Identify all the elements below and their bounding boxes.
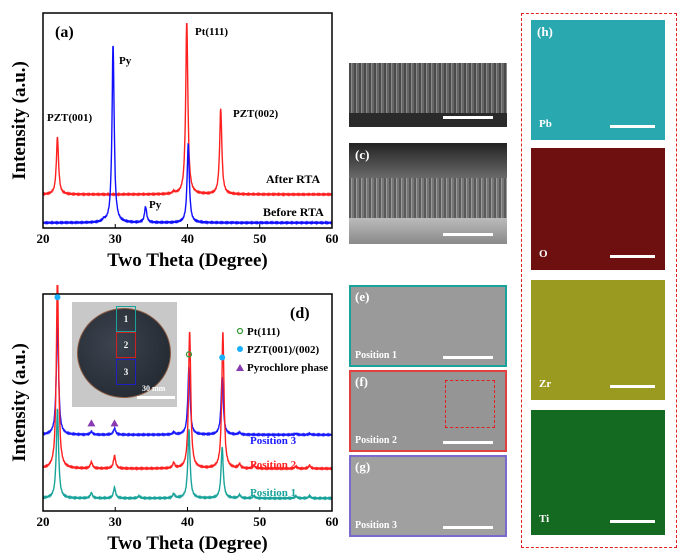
wafer — [77, 308, 171, 398]
x-tick-label: 60 — [326, 231, 339, 246]
sem-cross-section-c: (c) — [349, 143, 507, 244]
panel-label-c: (c) — [355, 147, 370, 162]
series-label-before-rta: Before RTA — [263, 205, 324, 219]
element-label: O — [539, 248, 548, 260]
element-label: Pb — [539, 118, 552, 130]
film-layer — [349, 63, 507, 113]
panel-label-d: (d) — [290, 305, 310, 322]
scale-bar — [443, 116, 493, 119]
panel-label-f: (f) — [355, 374, 368, 389]
pzt-marker — [54, 294, 61, 301]
x-tick-label: 40 — [181, 231, 194, 246]
series-label-after-rta: After RTA — [266, 172, 320, 186]
panel-label-g: (g) — [355, 459, 371, 474]
pyrochlore-marker — [87, 419, 96, 427]
element-label: Zr — [539, 378, 552, 390]
scale-label: 30 mm — [142, 384, 166, 393]
series-label: Position 2 — [250, 459, 297, 471]
region-1: 1 — [116, 306, 136, 332]
series-line-0 — [42, 22, 333, 197]
x-tick-label: 50 — [253, 514, 266, 529]
region-2: 2 — [116, 332, 136, 358]
scale-bar — [443, 526, 493, 529]
pyrochlore-marker — [110, 419, 119, 427]
legend-label: PZT(001)/(002) — [247, 344, 319, 356]
x-axis-label: Two Theta (Degree) — [107, 533, 267, 554]
series-line-2 — [42, 408, 333, 501]
x-tick-label: 20 — [37, 231, 50, 246]
peak-label-pt111: Pt(111) — [195, 26, 228, 38]
x-tick-label: 30 — [109, 231, 122, 246]
eds-region-box — [445, 380, 495, 428]
eds-map-o: O — [531, 148, 665, 270]
element-label: Ti — [539, 513, 550, 525]
series-line-1 — [42, 45, 333, 226]
scale-bar — [610, 255, 655, 258]
x-tick-label: 60 — [326, 514, 339, 529]
scale-bar — [610, 125, 655, 128]
top-layer — [349, 143, 507, 178]
legend-label: Pt(111) — [247, 326, 280, 338]
film-layer — [349, 178, 507, 218]
peak-label-py2: Py — [149, 199, 162, 211]
series-label: Position 1 — [250, 487, 296, 499]
xrd-chart-a: 20 30 40 50 60 Two Theta (Degree) Intensity (a… — [9, 12, 339, 271]
xrd-chart-d: 20 30 40 50 60 Two Theta (Degree) Intensity (a… — [9, 285, 339, 554]
panel-label-a: (a) — [55, 24, 74, 41]
x-tick-label: 20 — [37, 514, 50, 529]
series-line-0 — [42, 318, 333, 438]
scale-bar — [610, 520, 655, 523]
eds-map-zr: Zr — [531, 280, 665, 400]
eds-map-pb: (h) Pb — [531, 20, 665, 140]
sem-surface-e: (e) Position 1 — [349, 285, 507, 367]
y-axis-label: Intensity (a.u.) — [9, 61, 30, 180]
scale-bar — [443, 356, 493, 359]
scale-bar — [137, 396, 175, 399]
position-label: Position 1 — [355, 350, 397, 361]
pt-marker — [185, 351, 193, 358]
legend-marker — [236, 327, 244, 335]
y-axis-label: Intensity (a.u.) — [9, 343, 30, 462]
legend-marker — [236, 364, 244, 371]
legend-label: Pyrochlore phase — [247, 362, 328, 374]
panel-label-h: (h) — [537, 24, 553, 39]
panel-label-b: (b) — [355, 37, 371, 52]
position-label: Position 3 — [355, 520, 397, 531]
scale-bar — [443, 233, 493, 236]
x-tick-label: 40 — [181, 514, 194, 529]
pzt-marker — [219, 354, 226, 361]
eds-panel — [521, 13, 677, 548]
x-axis-label: Two Theta (Degree) — [107, 250, 267, 271]
sem-surface-f: (f) Position 2 — [349, 370, 507, 452]
peak-label-pzt001: PZT(001) — [47, 112, 93, 124]
series-line-1 — [42, 285, 333, 471]
x-tick-label: 50 — [253, 231, 266, 246]
substrate — [349, 218, 507, 244]
peak-label-pzt002: PZT(002) — [233, 108, 279, 120]
wafer-inset-photo: 1 2 3 30 mm — [72, 302, 177, 407]
x-tick-label: 30 — [109, 514, 122, 529]
sem-surface-g: (g) Position 3 — [349, 455, 507, 537]
legend-marker — [237, 346, 243, 352]
panel-label-e: (e) — [355, 289, 370, 304]
eds-map-ti: Ti — [531, 410, 665, 535]
sem-cross-section-b: (b) — [349, 33, 507, 127]
position-label: Position 2 — [355, 435, 397, 446]
series-label: Position 3 — [250, 435, 297, 447]
scale-bar — [443, 441, 493, 444]
scale-bar — [610, 385, 655, 388]
region-3: 3 — [116, 359, 136, 385]
peak-label-py: Py — [119, 55, 132, 67]
